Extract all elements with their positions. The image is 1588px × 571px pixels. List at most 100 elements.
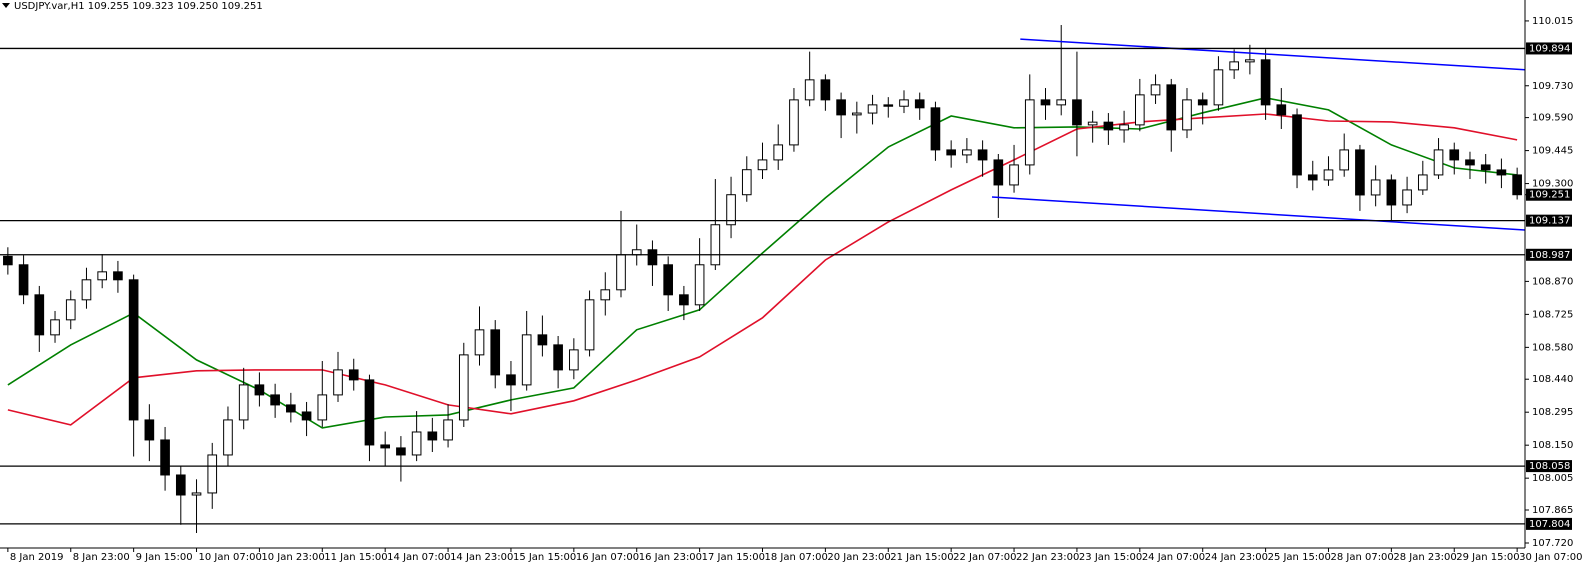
- x-tick-label: 30 Jan 07:00: [1519, 552, 1582, 563]
- x-tick-label: 10 Jan 07:00: [199, 552, 262, 563]
- y-tick-label: 109.445: [1532, 146, 1573, 157]
- x-tick-label: 22 Jan 07:00: [953, 552, 1016, 563]
- candle-body: [65, 299, 76, 321]
- candle-body: [977, 149, 988, 161]
- x-tick-label: 10 Jan 23:00: [261, 552, 324, 563]
- candle-body: [443, 419, 453, 441]
- candle-body: [600, 289, 611, 301]
- y-tick-label: 108.295: [1532, 407, 1573, 418]
- candle-body: [1386, 179, 1397, 206]
- candle-body: [726, 194, 736, 226]
- candle-body: [647, 249, 658, 266]
- x-tick-label: 17 Jan 15:00: [702, 552, 765, 563]
- candle-body: [207, 454, 218, 494]
- candle-body: [521, 334, 532, 386]
- candle-body: [1197, 99, 1208, 106]
- candle-body: [867, 104, 878, 114]
- candle-body: [175, 474, 186, 496]
- x-tick-label: 25 Jan 15:00: [1268, 552, 1331, 563]
- candle-body: [1370, 179, 1381, 196]
- level-tag: [1526, 460, 1572, 473]
- plot-area: [3, 25, 1526, 533]
- candle-body: [1449, 149, 1460, 161]
- candle-body: [160, 439, 170, 476]
- candle-body: [1480, 164, 1491, 171]
- candle-body: [569, 349, 579, 371]
- candle-body: [3, 255, 13, 266]
- y-tick-label: 107.720: [1532, 538, 1573, 549]
- x-tick-label: 11 Jan 15:00: [324, 552, 387, 563]
- candle-body: [474, 329, 485, 356]
- candle-body: [820, 79, 831, 101]
- x-tick-label: 28 Jan 23:00: [1393, 552, 1456, 563]
- candle-body: [411, 431, 422, 456]
- level-label: 109.137: [1529, 216, 1570, 227]
- candle-body: [1292, 114, 1302, 176]
- candle-body: [1166, 84, 1177, 131]
- candle-body: [537, 334, 548, 346]
- y-tick-label: 109.590: [1532, 113, 1573, 124]
- candle-body: [1512, 174, 1522, 196]
- x-tick-label: 9 Jan 15:00: [136, 552, 193, 563]
- candle-body: [270, 394, 280, 406]
- candle-body: [773, 144, 784, 161]
- candle-body: [946, 149, 956, 156]
- candle-body: [1433, 149, 1444, 176]
- candle-body: [97, 271, 108, 281]
- level-label: 108.058: [1529, 461, 1570, 472]
- candle-body: [930, 107, 941, 151]
- x-tick-label: 24 Jan 07:00: [1142, 552, 1205, 563]
- candle-body: [286, 404, 296, 413]
- candle-body: [144, 419, 155, 441]
- candle-body: [679, 294, 689, 306]
- y-tick-label: 110.015: [1532, 16, 1573, 27]
- candle-body: [458, 354, 469, 421]
- candle-body: [1040, 99, 1051, 106]
- candle-body: [380, 444, 391, 449]
- candle-body: [1402, 189, 1412, 206]
- candle-body: [804, 79, 815, 101]
- candle-body: [852, 112, 862, 116]
- chart-header: USDJPY.var,H1 109.255 109.323 109.250 10…: [14, 1, 263, 12]
- candle-body: [506, 374, 516, 386]
- y-tick-label: 108.150: [1532, 440, 1573, 451]
- x-tick-label: 8 Jan 2019: [10, 552, 64, 563]
- candle-body: [1276, 104, 1287, 116]
- candle-body: [333, 369, 343, 396]
- candle-body: [427, 431, 438, 441]
- current-price-label: 109.251: [1529, 190, 1570, 201]
- current-price-tag: [1526, 188, 1572, 201]
- candle-body: [317, 394, 328, 421]
- candle-body: [1056, 99, 1067, 106]
- candle-body: [993, 159, 1004, 186]
- candle-body: [1355, 149, 1365, 196]
- candle-body: [757, 159, 768, 171]
- y-tick-label: 109.730: [1532, 81, 1573, 92]
- x-tick-label: 24 Jan 23:00: [1205, 552, 1268, 563]
- candle-body: [238, 384, 249, 421]
- candle-body: [348, 369, 359, 381]
- level-label: 108.987: [1529, 250, 1570, 261]
- candle-body: [254, 384, 265, 396]
- x-tick-label: 23 Jan 15:00: [1079, 552, 1142, 563]
- candle-body: [741, 169, 752, 196]
- trend-line: [991, 196, 1526, 231]
- candle-body: [490, 329, 501, 376]
- candle-body: [616, 254, 626, 291]
- candle-body: [1496, 169, 1507, 176]
- candle-body: [1260, 59, 1271, 106]
- candle-body: [883, 104, 894, 107]
- candle-body: [553, 344, 563, 371]
- candle-body: [584, 299, 595, 351]
- candle-body: [1339, 149, 1350, 171]
- candle-body: [1417, 174, 1428, 191]
- candle-body: [1087, 121, 1098, 126]
- candle-body: [694, 264, 705, 306]
- level-tag: [1526, 42, 1572, 55]
- candle-body: [899, 99, 909, 107]
- level-label: 109.894: [1529, 43, 1570, 54]
- x-tick-label: 16 Jan 07:00: [576, 552, 639, 563]
